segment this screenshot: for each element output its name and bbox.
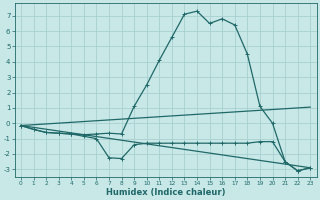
X-axis label: Humidex (Indice chaleur): Humidex (Indice chaleur) xyxy=(106,188,225,197)
